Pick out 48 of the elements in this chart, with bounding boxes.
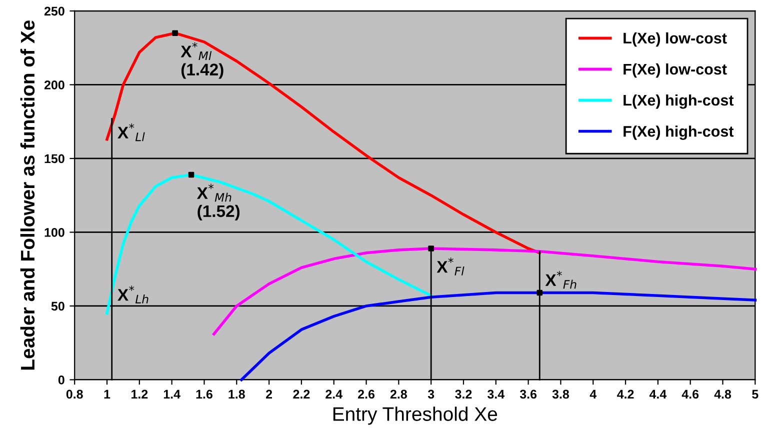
annotation: X$^{*}$$_{Ml}$ (1.42) (180, 42, 224, 79)
y-axis-title: Leader and Follower as function of Xe (20, 20, 35, 370)
x-tick-label: 1.8 (228, 390, 245, 399)
x-tick-label: 2.4 (326, 390, 342, 399)
x-tick-label: 4 (590, 390, 597, 399)
x-tick-label: 4.2 (617, 390, 634, 399)
legend-label: L(Xe) high-cost (624, 94, 734, 109)
x-tick-label: 4.8 (714, 390, 732, 399)
x-tick-label: 3.6 (520, 390, 537, 399)
legend-label: L(Xe) low-cost (624, 32, 727, 47)
y-tick-label: 50 (51, 302, 64, 311)
x-tick-label: 3 (428, 390, 434, 399)
x-tick-label: 4.6 (682, 390, 699, 399)
annotation: X$^{*}$$_{Fh}$ (545, 270, 576, 289)
point (172, 30, 178, 36)
x-tick-label: 4.4 (649, 390, 667, 399)
x-tick-label: 1.2 (132, 390, 148, 399)
y-tick-label: 100 (44, 228, 64, 237)
x-tick-label: 5 (752, 390, 758, 399)
x-tick-label: 2.8 (390, 390, 407, 399)
x-tick-label: 2.2 (293, 390, 310, 399)
line-series (106, 32, 542, 254)
x-tick-label: 1.4 (164, 390, 180, 399)
x-tick-label: 0.8 (66, 390, 83, 399)
x-tick-label: 3.8 (552, 390, 570, 399)
legend-label: F(Xe) low-cost (624, 63, 727, 78)
line-series (212, 247, 757, 336)
annotation: X$^{*}$$_{Mh}$ (1.52) (196, 184, 240, 220)
point (536, 290, 543, 296)
y-tick-label: 0 (58, 376, 64, 384)
annotation: X$^{*}$$_{Ll}$ (118, 123, 145, 142)
x-axis-title: Entry Threshold Xe (333, 406, 498, 425)
point (428, 246, 434, 252)
legend-label: F(Xe) high-cost (624, 126, 734, 140)
x-tick-label: 2 (266, 390, 272, 399)
x-tick-label: 3.2 (455, 390, 472, 399)
x-tick-label: 3.4 (487, 390, 505, 399)
x-tick-label: 2.6 (358, 390, 374, 399)
y-tick-label: 150 (44, 154, 64, 164)
annotation: X$^{*}$$_{Lh}$ (118, 286, 148, 304)
line-series (106, 173, 432, 315)
point (188, 172, 194, 178)
y-tick-label: 200 (44, 80, 64, 90)
annotation: X$^{*}$$_{Fl}$ (436, 258, 464, 276)
x-tick-label: 1 (104, 390, 110, 399)
y-tick-label: 250 (44, 6, 64, 16)
x-tick-label: 1.6 (196, 390, 212, 399)
line-series (240, 291, 757, 382)
